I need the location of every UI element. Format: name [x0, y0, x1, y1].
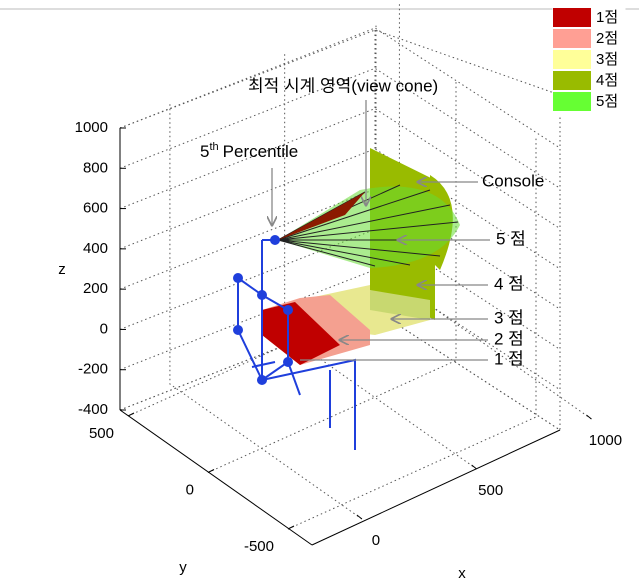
- legend-label: 2점: [596, 30, 618, 47]
- x-tick: [471, 464, 477, 470]
- percentile-text: Percentile: [223, 142, 299, 161]
- legend-swatch: [553, 50, 591, 69]
- legend-label: 3점: [596, 51, 618, 68]
- z-tick-label: 600: [83, 200, 108, 217]
- x-tick: [356, 514, 363, 520]
- score5-label: 5 점: [496, 229, 526, 248]
- legend-swatch: [553, 71, 591, 90]
- score4-label: 4 점: [494, 274, 524, 293]
- z-tick-label: 200: [83, 280, 108, 297]
- z-tick-label: 400: [83, 240, 108, 257]
- z-tick-label: 0: [100, 320, 108, 337]
- x-tick-label: 500: [478, 482, 503, 499]
- legend-swatch: [553, 29, 591, 48]
- y-axis-label: y: [179, 559, 187, 576]
- annotations: 최적 시계 영역(view cone) 5th Percentile Consol…: [200, 76, 544, 368]
- grid-line: [119, 228, 561, 350]
- grid-line: [287, 137, 537, 530]
- z-tick-label: 1000: [75, 119, 108, 136]
- grid-line: [127, 24, 377, 417]
- y-tick-label: 0: [186, 481, 194, 498]
- legend-swatch: [553, 8, 591, 27]
- legend-swatch: [553, 92, 591, 111]
- cone-apex: [278, 192, 365, 240]
- grid-line: [119, 67, 561, 189]
- y-tick: [287, 525, 295, 530]
- grid-line: [119, 188, 561, 310]
- y-tick-label: -500: [244, 538, 274, 555]
- score1-label: 1 점: [494, 349, 524, 368]
- score3-label: 3 점: [494, 308, 524, 327]
- grid-line: [207, 80, 457, 473]
- zone-5: [278, 186, 460, 268]
- percentile-number: 5: [200, 142, 209, 161]
- score2-label: 2 점: [494, 329, 524, 348]
- y-tick-label: 500: [89, 425, 114, 442]
- legend: 1점 2점 3점 4점 5점: [552, 5, 626, 117]
- y-tick: [127, 412, 135, 417]
- grid-line: [119, 269, 561, 391]
- x-tick-label: 0: [372, 532, 380, 549]
- legend-label: 4점: [596, 72, 618, 89]
- legend-label: 1점: [596, 9, 618, 26]
- console-label: Console: [482, 171, 544, 190]
- z-tick-label: -400: [78, 401, 108, 418]
- z-tick-label: 800: [83, 159, 108, 176]
- percentile-suffix: th: [209, 141, 218, 153]
- scene: [233, 148, 460, 450]
- legend-label: 5점: [596, 93, 618, 110]
- grid-line: [119, 148, 561, 270]
- grid-line: [169, 104, 363, 520]
- manikin-joints: [233, 235, 293, 385]
- grid-line: [119, 309, 561, 431]
- z-axis-label: z: [58, 261, 66, 278]
- y-tick: [207, 469, 215, 473]
- view-cone-label: 최적 시계 영역(view cone): [248, 76, 438, 95]
- grid-line: [119, 108, 561, 229]
- zone-1: [262, 302, 340, 365]
- x-tick: [586, 414, 592, 420]
- percentile-label: 5th Percentile: [200, 141, 298, 162]
- z-tick-label: -200: [78, 361, 108, 378]
- x-axis-label: x: [458, 565, 466, 582]
- console-base: [370, 290, 430, 320]
- grid-line: [119, 27, 561, 149]
- x-tick-label: 1000: [589, 432, 622, 449]
